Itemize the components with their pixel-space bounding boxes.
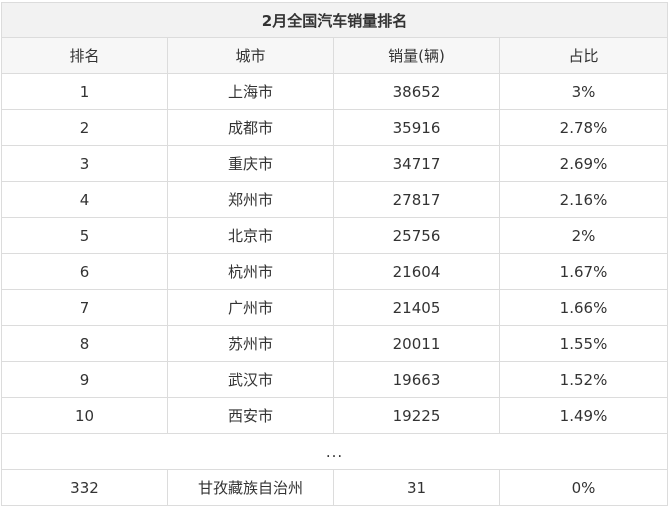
share-cell: 1.66% xyxy=(498,289,668,326)
share-cell: 1.52% xyxy=(498,361,668,398)
table-row: 3 重庆市 34717 2.69% xyxy=(1,145,668,182)
sales-cell: 27817 xyxy=(333,181,500,218)
header-share: 占比 xyxy=(498,37,668,74)
share-cell: 3% xyxy=(498,73,668,110)
table-title: 2月全国汽车销量排名 xyxy=(0,2,668,38)
share-cell: 2.69% xyxy=(498,145,668,182)
table-row: 2 成都市 35916 2.78% xyxy=(1,109,668,146)
rank-cell: 10 xyxy=(1,397,168,434)
table-row: 8 苏州市 20011 1.55% xyxy=(1,325,668,362)
city-cell: 甘孜藏族自治州 xyxy=(167,469,334,506)
sales-cell: 19225 xyxy=(333,397,500,434)
city-cell: 苏州市 xyxy=(167,325,334,362)
header-rank: 排名 xyxy=(1,37,168,74)
table-row: 4 郑州市 27817 2.16% xyxy=(1,181,668,218)
sales-cell: 25756 xyxy=(333,217,500,254)
table-title-row: 2月全国汽车销量排名 xyxy=(0,2,668,38)
table-row: 332 甘孜藏族自治州 31 0% xyxy=(1,469,668,506)
rank-cell: 8 xyxy=(1,325,168,362)
rank-cell: 3 xyxy=(1,145,168,182)
sales-cell: 21604 xyxy=(333,253,500,290)
rank-cell: 332 xyxy=(1,469,168,506)
ellipsis-row: ... xyxy=(0,433,668,470)
sales-cell: 20011 xyxy=(333,325,500,362)
rank-cell: 6 xyxy=(1,253,168,290)
rank-cell: 9 xyxy=(1,361,168,398)
city-cell: 广州市 xyxy=(167,289,334,326)
share-cell: 2.78% xyxy=(498,109,668,146)
sales-cell: 21405 xyxy=(333,289,500,326)
table-row: 1 上海市 38652 3% xyxy=(1,73,668,110)
city-cell: 成都市 xyxy=(167,109,334,146)
rank-cell: 4 xyxy=(1,181,168,218)
table-header-row: 排名 城市 销量(辆) 占比 xyxy=(1,37,668,74)
share-cell: 1.55% xyxy=(498,325,668,362)
table-body: 1 上海市 38652 3% 2 成都市 35916 2.78% 3 重庆市 34717 2.69% 4… xyxy=(1,73,668,434)
sales-cell: 38652 xyxy=(333,73,500,110)
table-row: 7 广州市 21405 1.66% xyxy=(1,289,668,326)
share-cell: 0% xyxy=(498,469,668,506)
city-cell: 西安市 xyxy=(167,397,334,434)
share-cell: 2% xyxy=(498,217,668,254)
header-sales: 销量(辆) xyxy=(333,37,500,74)
rank-cell: 1 xyxy=(1,73,168,110)
share-cell: 2.16% xyxy=(498,181,668,218)
city-cell: 武汉市 xyxy=(167,361,334,398)
table-row: 10 西安市 19225 1.49% xyxy=(1,397,668,434)
table-row: 5 北京市 25756 2% xyxy=(1,217,668,254)
city-cell: 上海市 xyxy=(167,73,334,110)
table-row: 6 杭州市 21604 1.67% xyxy=(1,253,668,290)
rank-cell: 2 xyxy=(1,109,168,146)
city-cell: 重庆市 xyxy=(167,145,334,182)
city-cell: 杭州市 xyxy=(167,253,334,290)
share-cell: 1.67% xyxy=(498,253,668,290)
city-cell: 郑州市 xyxy=(167,181,334,218)
header-city: 城市 xyxy=(167,37,334,74)
table-row: 9 武汉市 19663 1.52% xyxy=(1,361,668,398)
rank-cell: 5 xyxy=(1,217,168,254)
ellipsis-text: ... xyxy=(0,433,668,470)
share-cell: 1.49% xyxy=(498,397,668,434)
sales-cell: 31 xyxy=(333,469,500,506)
sales-cell: 19663 xyxy=(333,361,500,398)
sales-cell: 34717 xyxy=(333,145,500,182)
sales-cell: 35916 xyxy=(333,109,500,146)
rank-cell: 7 xyxy=(1,289,168,326)
city-cell: 北京市 xyxy=(167,217,334,254)
